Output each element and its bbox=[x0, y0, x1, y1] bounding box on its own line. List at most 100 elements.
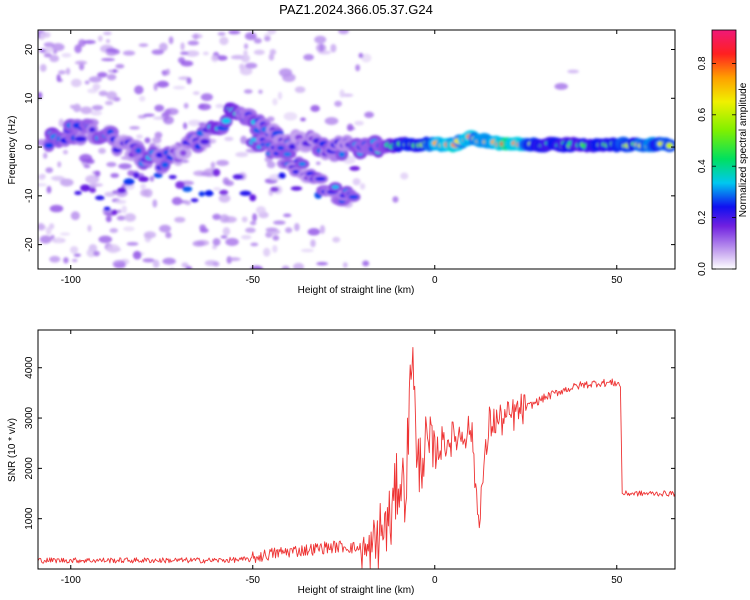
spectrogram-noise-blob bbox=[334, 100, 342, 107]
spectrogram-noise-blob bbox=[52, 49, 58, 55]
spectrogram-noise-blob bbox=[121, 205, 127, 214]
spectrogram-side-blob bbox=[277, 172, 286, 179]
spectrogram-branch-core bbox=[283, 152, 292, 157]
spectrogram-noise-blob bbox=[272, 244, 278, 253]
spectrogram-noise-blob bbox=[45, 167, 54, 174]
spectrogram-noise-blob bbox=[38, 174, 46, 180]
spectrogram-noise-blob bbox=[129, 126, 140, 130]
spectrogram-noise-blob bbox=[85, 174, 100, 184]
spectrogram-noise-blob bbox=[224, 136, 234, 142]
spectrogram-noise-blob bbox=[56, 237, 62, 243]
spectrogram-noise-blob bbox=[294, 86, 306, 93]
spectrogram-noise-blob bbox=[59, 232, 71, 236]
spectrogram-noise-blob bbox=[38, 223, 46, 231]
spectrogram-noise-blob bbox=[105, 48, 118, 53]
spectrogram-xtick-label: -100 bbox=[61, 275, 81, 286]
spectrogram-noise-blob bbox=[106, 91, 118, 101]
spectrogram-noise-blob bbox=[392, 196, 399, 203]
spectrogram-noise-blob bbox=[330, 43, 337, 53]
spectrogram-noise-blob bbox=[105, 39, 111, 43]
spectrogram-noise-blob bbox=[211, 55, 219, 61]
spectrogram-side-blob bbox=[212, 168, 221, 177]
spectrogram-noise-blob bbox=[219, 36, 229, 46]
spectrogram-noise-blob bbox=[143, 231, 157, 239]
spectrogram-noise-blob bbox=[250, 265, 263, 269]
spectrogram-noise-blob bbox=[213, 187, 221, 191]
spectrogram-noise-blob bbox=[225, 238, 239, 246]
spectrogram-noise-blob bbox=[318, 50, 332, 55]
spectrogram-ytick-label: 20 bbox=[24, 44, 35, 56]
spectrogram-noise-blob bbox=[78, 39, 86, 47]
spectrogram-noise-blob bbox=[187, 40, 200, 46]
spectrogram-noise-blob bbox=[39, 64, 47, 72]
spectrogram-noise-blob bbox=[105, 215, 112, 223]
colorbar-tick-label: 0.4 bbox=[697, 159, 708, 173]
spectrogram-noise-blob bbox=[97, 35, 103, 42]
spectrogram-noise-blob bbox=[359, 183, 366, 190]
colorbar-ticks: 0.0 0.2 0.4 0.6 0.8 bbox=[697, 56, 736, 276]
spectrogram-noise-blob bbox=[114, 199, 127, 204]
spectrogram-noise-blob bbox=[98, 235, 113, 244]
spectrogram-noise-blob bbox=[200, 172, 212, 177]
spectrogram-noise-blob bbox=[188, 119, 202, 127]
spectrogram-noise-blob bbox=[219, 214, 230, 223]
spectrogram-noise-blob bbox=[165, 231, 172, 239]
spectrogram-noise-blob bbox=[310, 105, 320, 112]
spectrogram-noise-blob bbox=[42, 31, 51, 38]
spectrogram-noise-blob bbox=[364, 111, 375, 118]
spectrogram-noise-blob bbox=[168, 36, 174, 45]
spectrogram-noise-blob bbox=[39, 235, 52, 244]
spectrogram-noise-blob bbox=[116, 215, 126, 221]
spectrogram-noise-blob bbox=[97, 71, 108, 78]
spectrogram-noise-blob bbox=[192, 240, 205, 247]
spectrogram-ylabel: Frequency (Hz) bbox=[7, 116, 18, 185]
spectrogram-noise-blob bbox=[243, 89, 253, 94]
spectrogram-noise-blob bbox=[240, 234, 252, 240]
spectrogram-side-blob bbox=[103, 206, 111, 212]
spectrogram-noise-blob bbox=[303, 53, 315, 61]
spectrogram-ridge-core bbox=[88, 126, 96, 133]
spectrogram-side-blob bbox=[138, 176, 149, 183]
spectrogram-noise-blob bbox=[174, 216, 186, 223]
spectrogram-noise-blob bbox=[300, 248, 314, 253]
spectrogram-noise-blob bbox=[339, 89, 345, 98]
spectrogram-noise-blob bbox=[319, 44, 324, 52]
spectrogram-noise-blob bbox=[245, 227, 256, 233]
spectrogram-xtick-label: 50 bbox=[611, 275, 623, 286]
spectrogram-noise-blob bbox=[45, 226, 52, 236]
spectrogram-side-blob bbox=[74, 190, 82, 196]
spectrogram-noise-blob bbox=[49, 255, 61, 263]
spectrogram-side-blob bbox=[232, 174, 244, 180]
spectrogram-noise-blob bbox=[324, 117, 339, 125]
spectrogram-noise-blob bbox=[154, 104, 165, 112]
snr-xtick-label: -100 bbox=[61, 575, 81, 586]
spectrogram-ytick-label: -20 bbox=[24, 237, 35, 252]
spectrogram-noise-blob bbox=[91, 104, 104, 111]
spectrogram-noise-blob bbox=[184, 200, 191, 206]
spectrogram-noise-blob bbox=[314, 35, 327, 44]
spectrogram-branch-core bbox=[292, 169, 300, 174]
spectrogram-noise-blob bbox=[112, 69, 117, 73]
spectrogram-noise-blob bbox=[243, 43, 249, 50]
snr-frame bbox=[37, 329, 676, 570]
spectrogram-noise-blob bbox=[243, 50, 248, 55]
spectrogram-noise-blob bbox=[183, 102, 189, 109]
spectrogram-noise-blob bbox=[241, 216, 248, 223]
spectrogram-noise-blob bbox=[180, 42, 185, 51]
spectrogram-noise-blob bbox=[252, 213, 258, 222]
spectrogram-noise-blob bbox=[159, 224, 172, 233]
spectrogram-noise-blob bbox=[265, 227, 278, 232]
spectrogram-noise-blob bbox=[172, 85, 186, 90]
spectrogram-ytick-label: -10 bbox=[24, 188, 35, 203]
spectrogram-noise-blob bbox=[44, 47, 54, 53]
spectrogram-noise-blob bbox=[255, 206, 266, 215]
spectrogram-noise-blob bbox=[294, 223, 300, 232]
spectrogram-noise-blob bbox=[50, 175, 65, 181]
spectrogram-noise-blob bbox=[162, 257, 176, 265]
colorbar-tick-label: 0.8 bbox=[697, 56, 708, 70]
spectrogram-side-blob bbox=[111, 209, 118, 215]
spectrogram-noise-blob bbox=[93, 250, 100, 257]
spectrogram-noise-blob bbox=[235, 152, 249, 158]
